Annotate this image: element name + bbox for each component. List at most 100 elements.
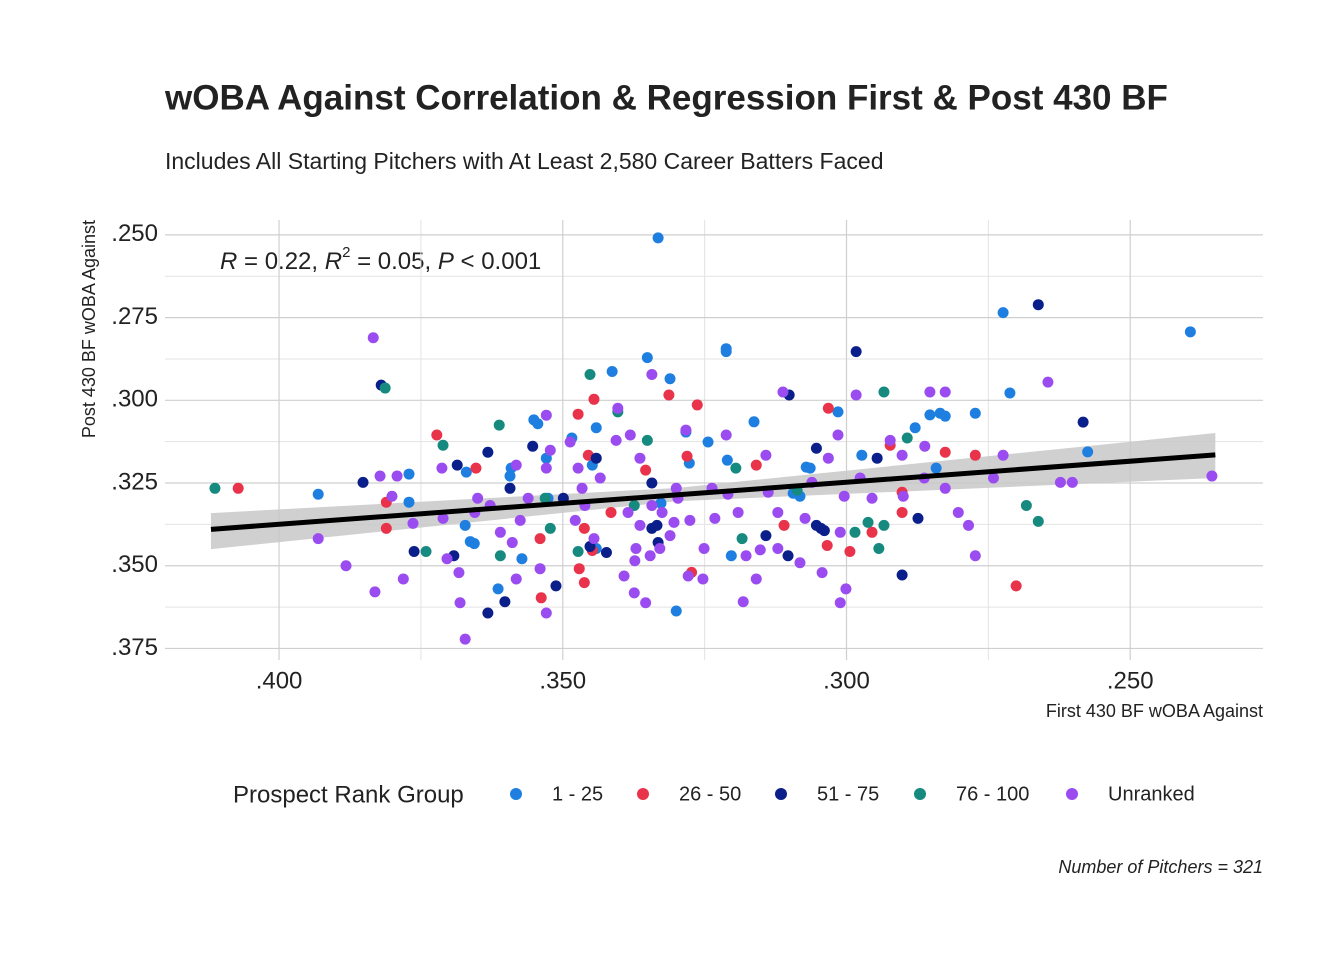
scatter-point	[540, 462, 552, 474]
y-tick-label: .300	[111, 386, 158, 413]
scatter-point	[379, 382, 391, 394]
scatter-point	[822, 402, 834, 414]
scatter-point	[656, 506, 668, 518]
scatter-point	[624, 429, 636, 441]
scatter-point	[832, 429, 844, 441]
scatter-point	[460, 466, 472, 478]
scatter-point	[680, 424, 692, 436]
scatter-point	[374, 470, 386, 482]
scatter-point	[499, 596, 511, 608]
scatter-point	[634, 452, 646, 464]
scatter-point	[482, 446, 494, 458]
scatter-point	[605, 506, 617, 518]
scatter-point	[453, 567, 465, 579]
scatter-point	[737, 596, 749, 608]
scatter-point	[646, 500, 658, 512]
scatter-point	[527, 440, 539, 452]
scatter-point	[850, 389, 862, 401]
scatter-point	[594, 472, 606, 484]
annotation-part: 2	[342, 244, 350, 261]
scatter-point	[939, 410, 951, 422]
stat-annotation: R = 0.22, R2 = 0.05, P < 0.001	[220, 244, 541, 275]
scatter-point	[612, 402, 624, 414]
scatter-point	[1066, 476, 1078, 488]
annotation-part: P	[438, 248, 454, 275]
scatter-point	[1184, 326, 1196, 338]
scatter-point	[464, 536, 476, 548]
y-axis-label: Post 430 BF wOBA Against	[79, 220, 99, 438]
scatter-point	[1042, 376, 1054, 388]
scatter-point	[451, 459, 463, 471]
scatter-point	[652, 232, 664, 244]
scatter-point	[725, 550, 737, 562]
scatter-point	[816, 567, 828, 579]
y-tick-label: .275	[111, 303, 158, 330]
scatter-point	[641, 352, 653, 364]
scatter-point	[838, 490, 850, 502]
scatter-point	[629, 555, 641, 567]
scatter-point	[622, 506, 634, 518]
scatter-point	[1082, 446, 1094, 458]
scatter-point	[357, 476, 369, 488]
scatter-point	[437, 439, 449, 451]
scatter-point	[969, 550, 981, 562]
scatter-point	[778, 519, 790, 531]
scatter-point	[441, 553, 453, 565]
scatter-point	[844, 545, 856, 557]
scatter-point	[878, 386, 890, 398]
scatter-point	[939, 482, 951, 494]
scatter-point	[721, 454, 733, 466]
scatter-point	[682, 570, 694, 582]
x-tick-label: .350	[539, 667, 586, 694]
scatter-point	[209, 482, 221, 494]
scatter-point	[535, 592, 547, 604]
scatter-point	[403, 496, 415, 508]
scatter-point	[740, 550, 752, 562]
scatter-point	[732, 506, 744, 518]
legend-marker	[914, 788, 926, 800]
scatter-point	[896, 569, 908, 581]
scatter-point	[646, 477, 658, 489]
scatter-point	[544, 444, 556, 456]
scatter-point	[709, 512, 721, 524]
scatter-point	[777, 386, 789, 398]
scatter-point	[748, 416, 760, 428]
legend-marker	[775, 788, 787, 800]
legend-label: Unranked	[1108, 783, 1195, 805]
scatter-point	[472, 492, 484, 504]
scatter-point	[670, 482, 682, 494]
legend-label: 76 - 100	[956, 783, 1029, 805]
annotation-part: R	[220, 248, 237, 275]
scatter-point	[386, 490, 398, 502]
scatter-point	[564, 436, 576, 448]
scatter-point	[380, 522, 392, 534]
scatter-point	[584, 368, 596, 380]
scatter-point	[578, 577, 590, 589]
scatter-point	[804, 462, 816, 474]
scatter-point	[367, 332, 379, 344]
scatter-point	[1206, 470, 1218, 482]
scatter-point	[840, 583, 852, 595]
scatter-point	[896, 449, 908, 461]
x-tick-label: .300	[823, 667, 870, 694]
scatter-point	[663, 389, 675, 401]
legend-label: 1 - 25	[552, 783, 603, 805]
scatter-point	[431, 429, 443, 441]
y-tick-label: .375	[111, 634, 158, 661]
scatter-point	[736, 533, 748, 545]
legend-label: 51 - 75	[817, 783, 879, 805]
scatter-point	[504, 470, 516, 482]
scatter-point	[939, 446, 951, 458]
scatter-point	[871, 452, 883, 464]
scatter-point	[578, 522, 590, 534]
scatter-point	[909, 422, 921, 434]
scatter-point	[681, 450, 693, 462]
scatter-point	[897, 490, 909, 502]
scatter-point	[510, 573, 522, 585]
scatter-point	[618, 570, 630, 582]
scatter-point	[588, 393, 600, 405]
scatter-point	[640, 464, 652, 476]
scatter-point	[482, 607, 494, 619]
scatter-point	[646, 368, 658, 380]
scatter-point	[684, 514, 696, 526]
